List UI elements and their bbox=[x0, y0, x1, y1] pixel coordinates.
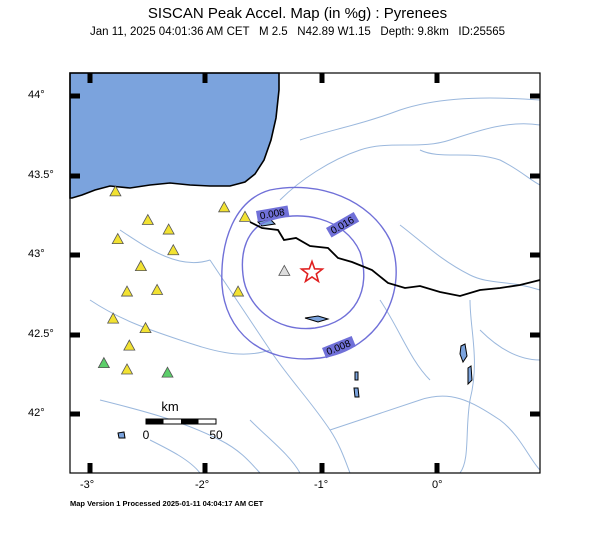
station-icon bbox=[141, 213, 155, 225]
station-icon bbox=[123, 339, 136, 351]
contour-0.008 bbox=[221, 186, 397, 360]
y-tick-label: 43° bbox=[28, 248, 45, 260]
station-icon bbox=[139, 321, 152, 334]
station-icon bbox=[167, 243, 180, 256]
y-tick-label: 42.5° bbox=[28, 328, 54, 340]
station-icon bbox=[217, 200, 231, 213]
station-icon bbox=[120, 363, 134, 375]
event-info: Jan 11, 2025 04:01:36 AM CET M 2.5 N42.8… bbox=[89, 26, 506, 38]
scale-start: 0 bbox=[143, 428, 150, 442]
y-tick-label: 43.5° bbox=[28, 169, 54, 181]
x-tick-label: -1° bbox=[314, 479, 329, 491]
contour-label: 0.008 bbox=[259, 207, 286, 222]
lakes bbox=[117, 218, 473, 439]
national-border bbox=[249, 221, 541, 297]
epicenter-star-icon bbox=[299, 259, 325, 284]
station-icon bbox=[161, 366, 174, 378]
station-icon bbox=[231, 285, 245, 297]
station-icon bbox=[134, 259, 148, 272]
station-icon bbox=[278, 264, 291, 276]
sea-area bbox=[69, 72, 280, 199]
map-title: SISCAN Peak Accel. Map (in %g) : Pyrenee… bbox=[147, 5, 448, 22]
frame-ticks bbox=[70, 73, 540, 473]
scale-end: 50 bbox=[209, 428, 223, 442]
station-icon bbox=[109, 185, 122, 197]
rivers bbox=[89, 97, 541, 474]
map-footer: Map Version 1 Processed 2025-01-11 04:04… bbox=[70, 499, 264, 508]
x-tick-label: -2° bbox=[195, 479, 210, 491]
station-layer bbox=[97, 185, 291, 378]
station-icon bbox=[162, 223, 175, 235]
station-icon bbox=[111, 232, 124, 245]
x-tick-label: -3° bbox=[80, 479, 95, 491]
x-tick-label: 0° bbox=[432, 479, 443, 491]
station-icon bbox=[120, 285, 134, 297]
station-icon bbox=[106, 312, 120, 324]
station-icon bbox=[97, 356, 111, 369]
scale-unit: km bbox=[161, 399, 178, 414]
scale-bar: km 0 50 bbox=[143, 399, 223, 442]
epicenter-layer bbox=[299, 259, 325, 284]
station-icon bbox=[238, 210, 252, 222]
y-tick-label: 42° bbox=[28, 407, 45, 419]
y-tick-label: 44° bbox=[28, 89, 45, 101]
station-icon bbox=[150, 283, 164, 295]
